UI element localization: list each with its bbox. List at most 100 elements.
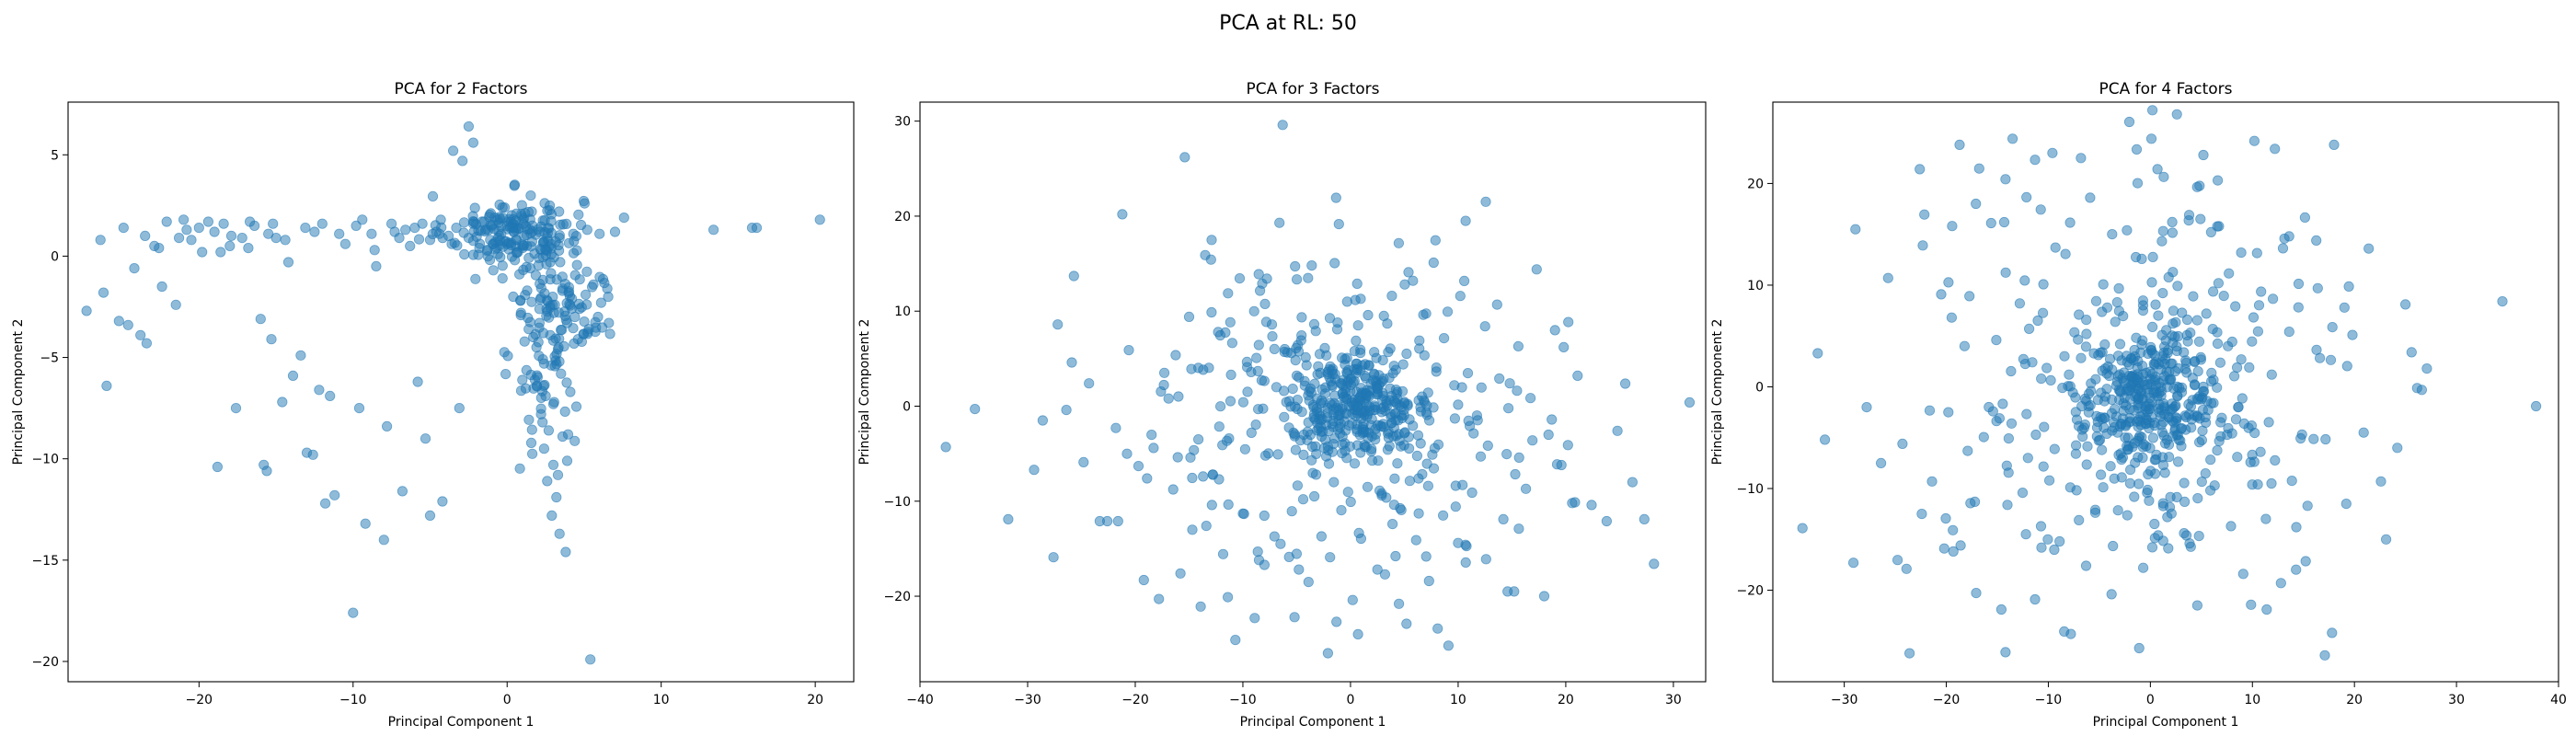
scatter-point — [2205, 485, 2216, 496]
scatter-point — [1316, 531, 1328, 542]
scatter-point — [2073, 334, 2084, 345]
scatter-point — [2406, 347, 2417, 358]
scatter-point — [2252, 326, 2263, 337]
scatter-point — [1512, 340, 1524, 351]
plot-frame — [1772, 101, 2559, 683]
scatter-point — [561, 455, 573, 466]
scatter-point — [2315, 352, 2326, 363]
scatter-point — [2147, 432, 2158, 443]
scatter-point — [1413, 473, 1424, 484]
scatter-point — [2191, 315, 2202, 326]
scatter-point — [2161, 325, 2172, 336]
scatter-point — [1309, 490, 1320, 502]
scatter-point — [1303, 272, 1314, 283]
scatter-point — [467, 249, 479, 260]
scatter-point — [2225, 521, 2237, 532]
scatter-point — [2149, 420, 2160, 431]
scatter-point — [2293, 278, 2305, 290]
scatter-point — [2147, 321, 2158, 332]
scatter-point — [940, 442, 951, 453]
scatter-point — [1916, 508, 1927, 520]
scatter-point — [1230, 634, 1241, 646]
scatter-point — [2041, 362, 2053, 374]
scatter-point — [1360, 359, 1371, 370]
scatter-point — [1248, 305, 1259, 316]
scatter-point — [2074, 309, 2085, 320]
scatter-point — [2340, 498, 2352, 510]
scatter-point — [534, 322, 545, 333]
scatter-point — [212, 461, 223, 473]
scatter-point — [1459, 275, 1470, 286]
scatter-point — [530, 270, 542, 281]
scatter-point — [1267, 330, 1278, 342]
scatter-point — [2146, 542, 2158, 553]
scatter-point — [1226, 338, 1238, 349]
scatter-points — [1797, 105, 2542, 661]
scatter-point — [1404, 476, 1416, 487]
scatter-point — [1924, 405, 1936, 416]
scatter-point — [1242, 386, 1253, 397]
scatter-point — [1408, 420, 1419, 431]
scatter-point — [509, 179, 521, 190]
scatter-point — [174, 233, 185, 244]
scatter-point — [574, 274, 585, 285]
scatter-point — [1365, 420, 1376, 431]
scatter-point — [2381, 534, 2392, 545]
scatter-point — [1183, 311, 1195, 322]
scatter-point — [2327, 321, 2338, 333]
scatter-point — [2000, 174, 2011, 185]
scatter-point — [1322, 648, 1334, 659]
scatter-point — [1163, 393, 1174, 404]
scatter-point — [2347, 329, 2358, 340]
scatter-point — [1198, 364, 1209, 375]
scatter-point — [573, 209, 584, 220]
scatter-point — [2181, 329, 2192, 340]
scatter-point — [2114, 369, 2125, 380]
scatter-point — [458, 227, 469, 238]
scatter-point — [2208, 397, 2219, 408]
scatter-point — [1172, 452, 1183, 463]
scatter-point — [2054, 535, 2065, 547]
scatter-point — [2173, 330, 2184, 342]
scatter-point — [295, 350, 306, 361]
scatter-point — [2195, 351, 2206, 362]
scatter-point — [230, 402, 242, 414]
scatter-point — [551, 359, 562, 370]
scatter-point — [1395, 502, 1406, 514]
scatter-point — [1943, 407, 1954, 418]
scatter-point — [1627, 477, 1639, 488]
scatter-point — [2018, 353, 2029, 364]
scatter-point — [1403, 431, 1414, 443]
scatter-point — [202, 216, 213, 227]
scatter-point — [2181, 314, 2193, 326]
scatter-point — [1334, 421, 1346, 433]
scatter-point — [1148, 443, 1159, 454]
scatter-point — [1290, 260, 1301, 272]
scatter-point — [2027, 357, 2038, 368]
scatter-point — [420, 433, 431, 444]
scatter-point — [1377, 419, 1389, 430]
scatter-point — [2208, 286, 2219, 297]
scatter-point — [325, 390, 336, 401]
scatter-point — [1291, 548, 1303, 559]
scatter-point — [2035, 521, 2047, 532]
scatter-point — [2038, 461, 2049, 472]
scatter-point — [1420, 551, 1432, 562]
scatter-point — [970, 403, 981, 415]
scatter-point — [2299, 212, 2310, 223]
scatter-point — [427, 228, 438, 239]
scatter-point — [2363, 243, 2375, 254]
scatter-point — [1525, 393, 1536, 404]
scatter-point — [485, 208, 497, 219]
scatter-point — [534, 351, 545, 362]
scatter-point — [2147, 397, 2158, 408]
scatter-point — [2032, 315, 2043, 327]
scatter-point — [1323, 458, 1335, 469]
scatter-point — [494, 235, 506, 247]
scatter-point — [2098, 279, 2109, 290]
scatter-point — [1423, 575, 1434, 587]
scatter-point — [1439, 332, 1450, 344]
scatter-point — [489, 244, 500, 255]
scatter-point — [2308, 433, 2319, 444]
scatter-point — [1396, 401, 1408, 412]
